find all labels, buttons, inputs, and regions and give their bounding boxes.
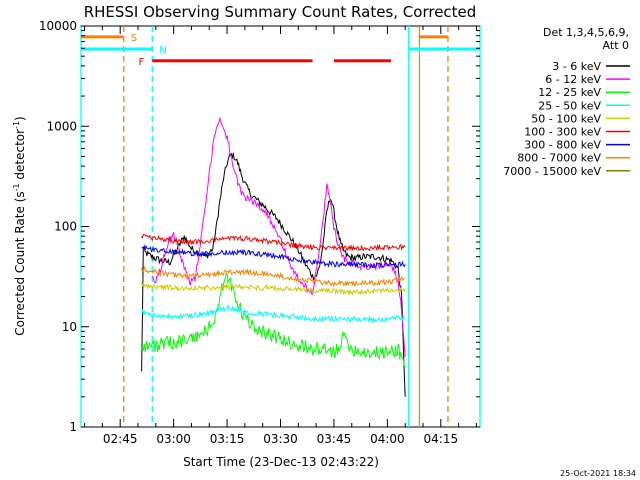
legend-header-detectors: Det 1,3,4,5,6,9, — [543, 26, 629, 39]
flag-bars: S N F — [81, 33, 480, 68]
y-axis-label-mid: detector — [13, 129, 27, 184]
y-tick-label: 10 — [62, 320, 77, 334]
y-axis-label-main: Corrected Count Rate (s — [13, 191, 27, 335]
x-tick-label: 02:45 — [103, 432, 138, 446]
y-axis-ticks: 1 10 100 1000 10000 — [39, 19, 480, 434]
legend-label-25-50-kev: 25 - 50 keV — [538, 99, 601, 112]
x-axis-label: Start Time (23-Dec-13 02:43:22) — [183, 455, 379, 469]
x-axis-ticks: 02:45 03:00 03:15 03:30 03:45 04:00 04:15 — [84, 26, 477, 446]
vertical-marker-lines — [80, 26, 481, 427]
legend-label-100-300-kev: 100 - 300 keV — [524, 126, 601, 139]
x-tick-label: 03:45 — [317, 432, 352, 446]
legend-label-7000-15000-kev: 7000 - 15000 keV — [503, 165, 601, 178]
flag-label-f: F — [138, 57, 144, 68]
legend-label-800-7000-kev: 800 - 7000 keV — [517, 152, 601, 165]
x-tick-label: 03:15 — [210, 432, 245, 446]
legend-header-attenuator: Att 0 — [603, 39, 629, 52]
generation-timestamp: 25-Oct-2021 18:34 — [560, 469, 636, 478]
legend-label-6-12-kev: 6 - 12 keV — [545, 73, 601, 86]
y-axis-label: Corrected Count Rate (s-1 detector-1) — [12, 116, 27, 335]
y-axis-label-sup1: -1 — [12, 183, 21, 191]
series-line-6-12-kev — [151, 116, 406, 357]
flag-label-s: S — [131, 33, 137, 44]
y-tick-label: 100 — [54, 220, 77, 234]
series-line-12-25-kev — [141, 272, 406, 367]
flag-label-n: N — [159, 45, 166, 56]
chart-title: RHESSI Observing Summary Count Rates, Co… — [84, 3, 477, 21]
series-line-25-50-kev — [141, 303, 406, 324]
x-tick-label: 03:30 — [263, 432, 298, 446]
y-tick-label: 1 — [69, 420, 77, 434]
y-tick-label: 10000 — [39, 19, 77, 33]
series-line-red-band — [141, 233, 406, 252]
legend-label-50-100-kev: 50 - 100 keV — [531, 112, 601, 125]
legend-label-3-6-kev: 3 - 6 keV — [552, 60, 601, 73]
legend-label-300-800-kev: 300 - 800 keV — [524, 139, 601, 152]
data-series — [141, 116, 406, 397]
y-axis-label-end: ) — [13, 116, 27, 121]
series-line-3-6-kev — [141, 152, 406, 397]
series-line-50-100-kev — [141, 282, 406, 296]
x-tick-label: 04:00 — [370, 432, 405, 446]
series-line-300-800-kev — [141, 244, 406, 269]
legend-label-12-25-kev: 12 - 25 keV — [538, 86, 601, 99]
x-tick-label: 03:00 — [156, 432, 191, 446]
series-line-800-7000-kev — [141, 265, 406, 288]
y-tick-label: 1000 — [46, 119, 77, 133]
y-axis-label-sup2: -1 — [12, 121, 21, 129]
x-tick-label: 04:15 — [424, 432, 459, 446]
